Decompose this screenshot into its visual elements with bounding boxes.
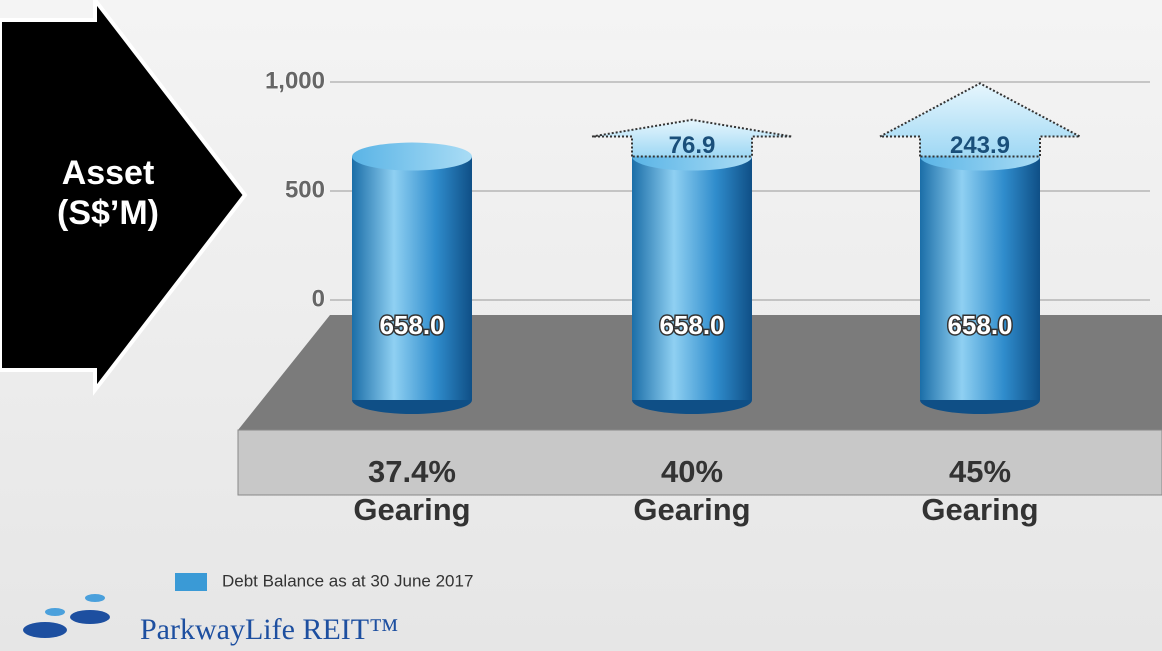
bar xyxy=(632,156,752,400)
logo-mark xyxy=(23,594,110,638)
additional-debt-label: 243.9 xyxy=(950,132,1010,159)
additional-debt-arrow xyxy=(879,82,1081,158)
cylinder-top xyxy=(352,142,472,171)
legend-swatch xyxy=(175,573,207,591)
y-label-2: (S$’M) xyxy=(57,194,159,232)
legend-label: Debt Balance as at 30 June 2017 xyxy=(222,571,473,590)
floor-front xyxy=(237,429,1162,496)
logo-text: ParkwayLife REIT™ xyxy=(140,613,399,646)
y-label-1: Asset xyxy=(62,154,155,192)
additional-debt-arrow xyxy=(591,118,793,158)
bar xyxy=(352,156,472,400)
additional-debt-label: 76.9 xyxy=(669,132,716,159)
x-tick-label: 45% Gearing xyxy=(921,454,1039,527)
x-tick-label: 37.4% Gearing xyxy=(353,454,471,527)
value-label: 658.0 xyxy=(947,310,1012,340)
value-label: 658.0 xyxy=(659,310,724,340)
bar xyxy=(920,156,1040,400)
label-arrow xyxy=(0,0,248,396)
y-tick-label: 0 xyxy=(312,285,325,312)
value-label: 658.0 xyxy=(379,310,444,340)
x-tick-label: 40% Gearing xyxy=(633,454,751,527)
y-tick-label: 500 xyxy=(285,176,325,203)
y-tick-label: 1,000 xyxy=(265,67,325,94)
